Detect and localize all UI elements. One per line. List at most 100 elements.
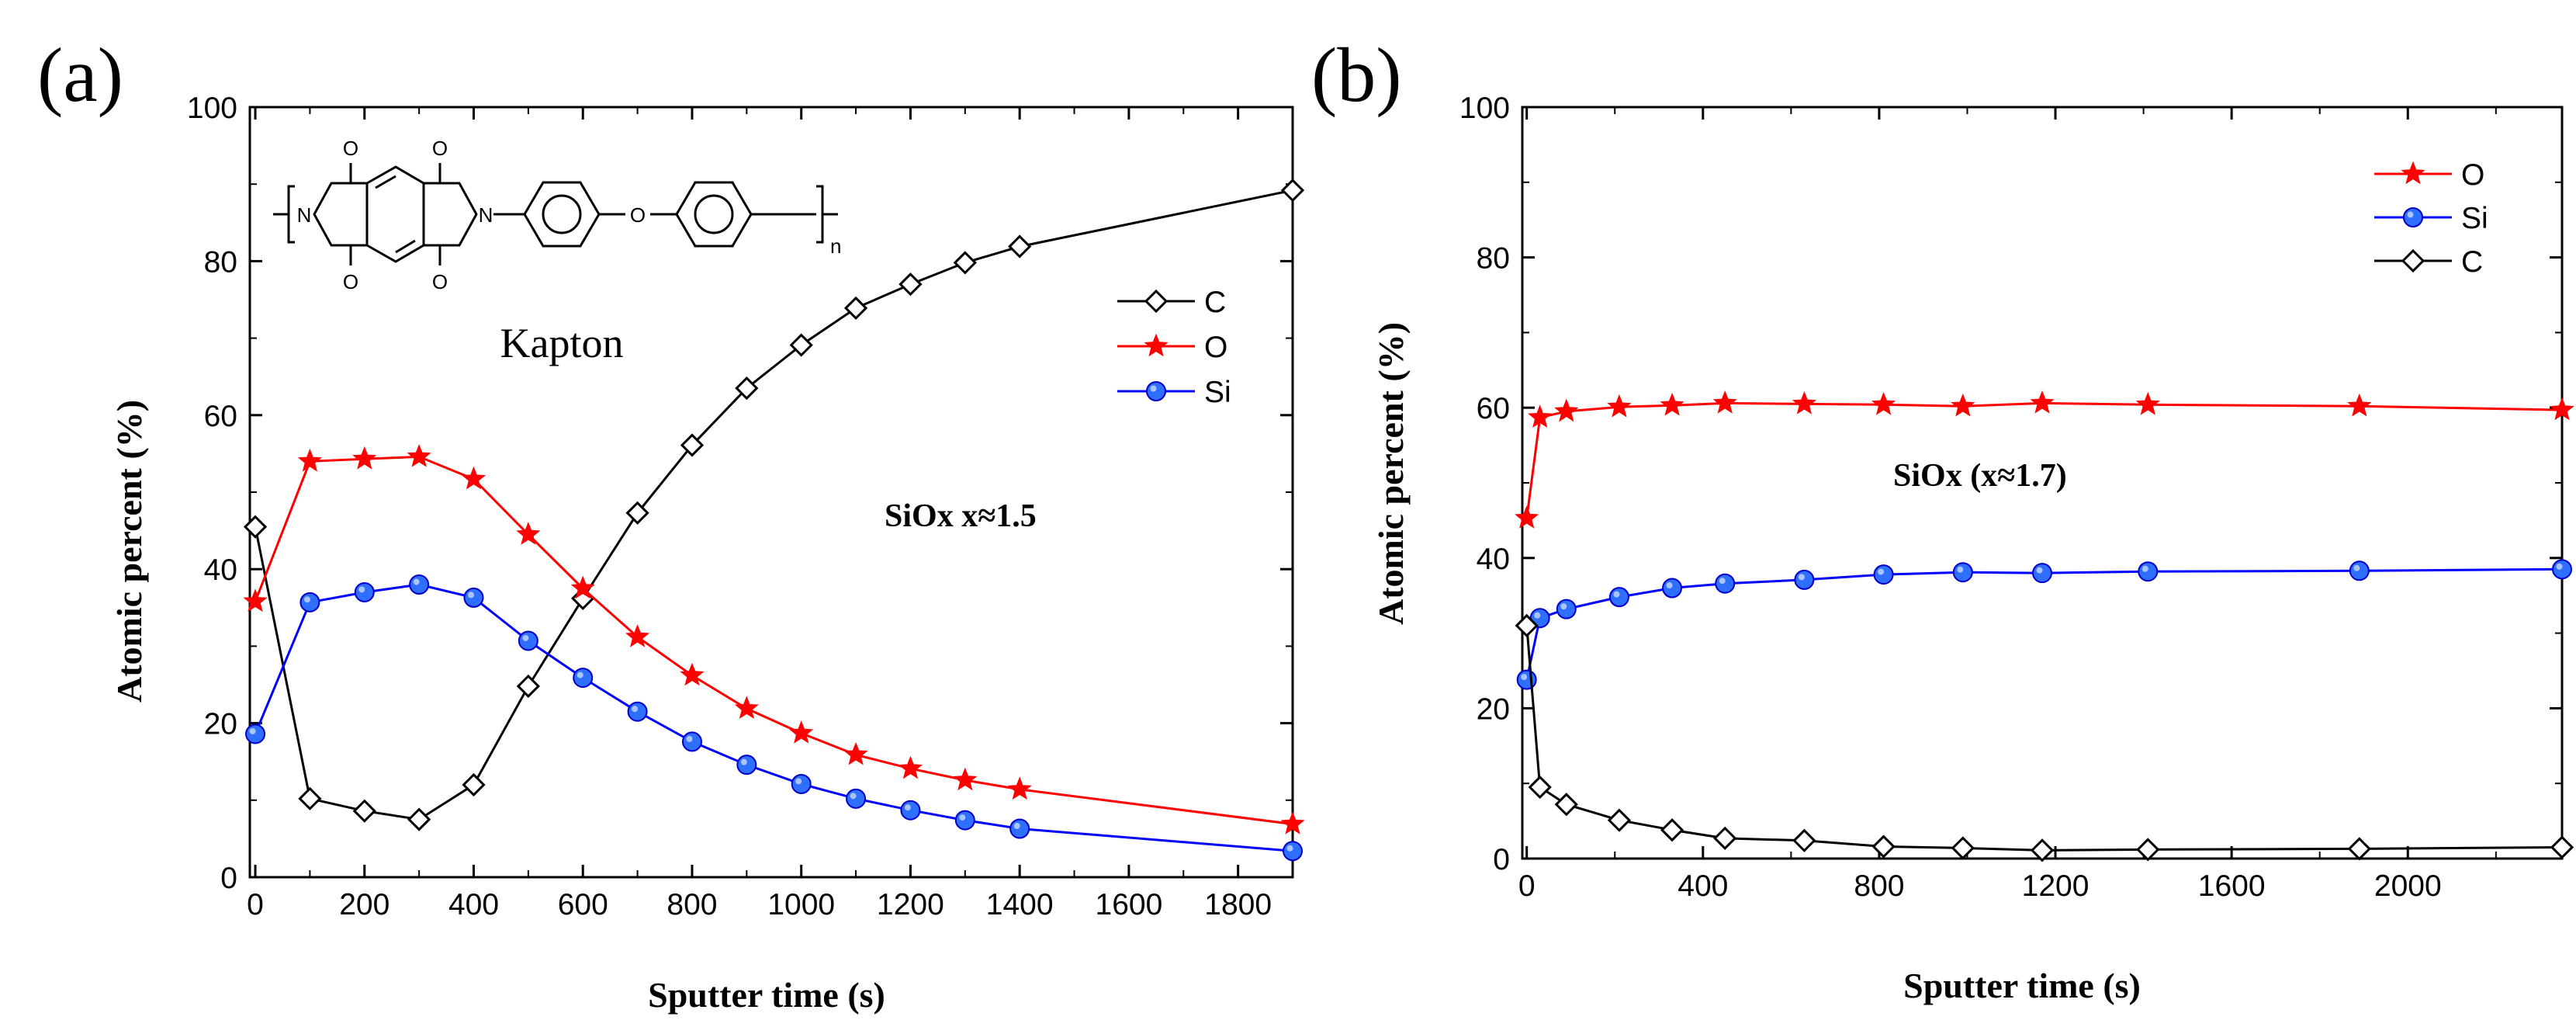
panel-a-x-axis-title: Sputter time (s)	[648, 975, 885, 1015]
panel-a-series-c-line	[254, 189, 1293, 821]
panel-b-series-si-point-highlight	[1560, 603, 1567, 610]
panel-a-series-si-point	[681, 731, 702, 752]
panel-a-series-c-point	[789, 333, 813, 357]
panel-a-y-tick-label: 60	[204, 400, 237, 433]
panel-a-series-o-point	[1007, 776, 1032, 800]
panel-a-series-o-point	[352, 446, 377, 470]
panel-b-x-tick-label: 400	[1678, 869, 1728, 903]
panel-b-series-o-point	[2135, 391, 2160, 415]
panel-a-y-axis-title: Atomic percent (%)	[109, 400, 149, 703]
panel-b-legend-marker-si-highlight	[2407, 211, 2414, 218]
panel-b-series-si-point-highlight	[1878, 568, 1885, 575]
panel-a-series-c-point	[680, 433, 705, 457]
panel-b-series-o-point	[1528, 404, 1553, 429]
panel-a-x-tick-label: 800	[667, 888, 717, 921]
panel-b-series-si-point	[1952, 562, 1973, 583]
panel-a-series-si-point-highlight	[522, 634, 529, 641]
panel-b-series-si-point-highlight	[2036, 567, 2043, 574]
panel-b-series-c-point	[1554, 793, 1578, 817]
panel-a-series-si-point	[518, 630, 538, 651]
panel-b-series-c-point	[2136, 838, 2160, 862]
panel-b-y-tick-label: 20	[1477, 692, 1510, 726]
panel-b-series-c-point	[1951, 836, 1975, 860]
panel-b-x-tick-label: 0	[1518, 869, 1536, 903]
panel-b-series-si-point-highlight	[1534, 612, 1541, 619]
panel-a-legend-marker-c	[1144, 289, 1169, 314]
panel-b-series-c-point	[1871, 834, 1896, 859]
panel-b-series-si-point-highlight	[1798, 574, 1805, 581]
panel-b-series-o-point	[2347, 393, 2372, 417]
panel-a-series-si-point-highlight	[303, 596, 310, 603]
panel-a-series-o-point	[953, 767, 978, 791]
panel-a-series-o-point	[570, 575, 595, 599]
panel-a-series-si-point	[573, 668, 594, 689]
panel-a-series-c-point	[1008, 234, 1032, 258]
panel-a-series-si-point	[736, 755, 757, 776]
panel-a-series-c-point	[407, 807, 431, 831]
panel-a-series-si-point-highlight	[904, 804, 911, 811]
panel-a-series-c-point	[352, 799, 376, 823]
panel-b-series-si-point	[2032, 563, 2052, 584]
panel-a-series-si-line	[254, 583, 1293, 852]
panel-a-x-tick-label: 1200	[877, 888, 944, 921]
panel-a-series-si-point	[846, 788, 867, 809]
panel-a-series-c-point	[243, 515, 268, 539]
panel-a-series-o-point	[789, 720, 814, 744]
panel-a-series-si-point	[1009, 818, 1030, 839]
kapton-subscript-n: n	[830, 234, 841, 258]
panel-b-y-tick-label: 40	[1477, 543, 1510, 576]
panel-a-series-o-point	[680, 662, 705, 686]
panel-a-series-si-point	[791, 773, 812, 794]
panel-a-series-si-point	[463, 587, 484, 608]
panel-a-series-si-point-highlight	[358, 586, 365, 593]
panel-b-legend-marker-si	[2403, 207, 2423, 227]
panel-a-series-si-point	[299, 592, 320, 612]
panel-b-series-si-point-highlight	[2141, 565, 2148, 572]
panel-b-y-tick-label: 60	[1477, 392, 1510, 425]
panel-b-composition-annotation: SiOx (x≈1.7)	[1893, 458, 2067, 494]
panel-a-series-o-point	[297, 448, 323, 472]
panel-a-series-si-point-highlight	[795, 778, 802, 785]
panel-b-series-o-point	[1515, 505, 1539, 529]
panel-a-x-tick-label: 1800	[1204, 888, 1272, 921]
kapton-benzene-double-1	[375, 175, 396, 189]
kapton-phenyl-aromatic-1	[542, 194, 582, 234]
panel-b-label: (b)	[1311, 32, 1402, 118]
panel-a-y-tick-label: 100	[187, 92, 237, 125]
panel-a-series-si-point-highlight	[468, 592, 475, 599]
panel-a-series-c-point	[898, 272, 923, 297]
panel-a-series-si-point-highlight	[576, 671, 583, 678]
panel-a-series-o-point	[243, 588, 268, 612]
panel-b-x-tick-label: 2000	[2374, 869, 2442, 903]
panel-a-series-c-point	[462, 772, 486, 797]
panel-a-series-si-point	[1283, 841, 1303, 862]
panel-a-series-o-line	[254, 455, 1293, 826]
panel-b-series-si-point-highlight	[2353, 564, 2360, 571]
panel-a-y-tick-label: 40	[204, 553, 237, 587]
panel-b-series-c-point	[1528, 775, 1552, 800]
panel-a-series-o-point	[898, 755, 923, 779]
panel-a-series-si-point-highlight	[249, 727, 256, 734]
panel-b-series-c-point	[2347, 837, 2371, 861]
panel-b-series-c-point	[1792, 828, 1816, 852]
kapton-left-imide-ring	[313, 182, 369, 247]
kapton-structure-inset	[273, 163, 838, 265]
panel-b-series-si-point-highlight	[1521, 674, 1528, 681]
panel-b-y-tick-label: 0	[1493, 843, 1510, 876]
kapton-central-benzene	[366, 165, 425, 263]
panel-a-legend-label-c: C	[1204, 286, 1226, 319]
kapton-atom-o3: O	[343, 270, 358, 293]
panel-a-x-tick-label: 400	[448, 888, 499, 921]
panel-b-series-si-point	[1662, 578, 1683, 599]
panel-b-series-si-point-highlight	[1957, 566, 1964, 573]
panel-a-series-si-point-highlight	[740, 758, 747, 765]
kapton-phenyl-aromatic-2	[694, 194, 734, 234]
kapton-atom-n1: N	[297, 203, 312, 227]
panel-b-x-tick-label: 1200	[2022, 869, 2090, 903]
panel-a-x-tick-label: 600	[558, 888, 608, 921]
panel-a-series-si-point-highlight	[413, 578, 420, 585]
panel-b-series-o-point	[1607, 394, 1632, 418]
panel-a-x-tick-label: 1600	[1096, 888, 1163, 921]
